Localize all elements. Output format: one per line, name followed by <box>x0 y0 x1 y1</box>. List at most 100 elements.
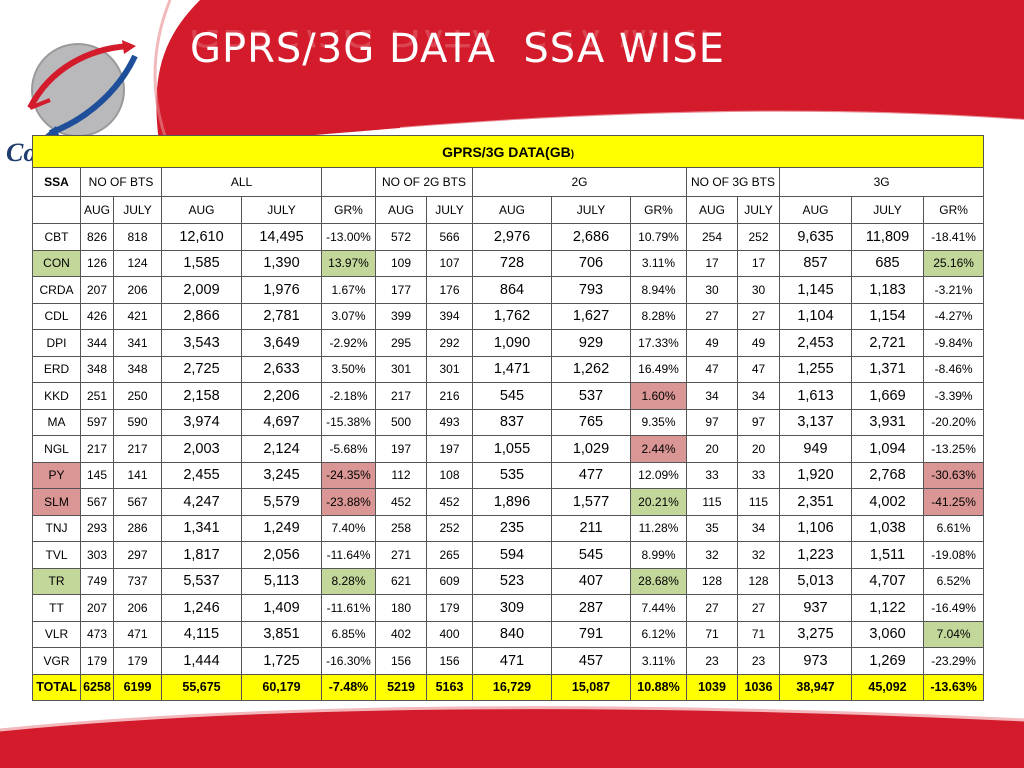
table-cell: 341 <box>113 329 162 357</box>
table-cell: 937 <box>779 594 852 622</box>
table-cell: 2,725 <box>161 355 242 383</box>
table-cell: 1.67% <box>321 276 376 304</box>
table-cell: 16.49% <box>630 355 687 383</box>
table-cell: 197 <box>375 435 427 463</box>
table-cell: 107 <box>426 249 473 277</box>
subheader-cell: AUG <box>472 196 552 224</box>
table-cell: 309 <box>472 594 552 622</box>
table-cell: 254 <box>686 223 738 251</box>
table-cell: -20.20% <box>922 408 985 436</box>
table-cell: 791 <box>551 620 631 648</box>
subheader-cell: JULY <box>113 196 162 224</box>
table-cell: 128 <box>686 567 738 595</box>
table-cell: 1036 <box>737 673 780 701</box>
header-blank <box>321 167 376 197</box>
table-cell: 1,246 <box>161 594 242 622</box>
table-cell: 45,092 <box>851 673 924 701</box>
table-cell: 5,013 <box>779 567 852 595</box>
table-cell: -18.41% <box>922 223 985 251</box>
table-cell: 4,697 <box>241 408 322 436</box>
table-cell: 1,122 <box>851 594 924 622</box>
table-row: CRDA 207 206 2,009 1,976 1.67% 177 176 864 793 8.9… <box>32 276 985 304</box>
subheader-blank <box>32 196 81 224</box>
table-cell: 38,947 <box>779 673 852 701</box>
table-cell: -13.00% <box>321 223 376 251</box>
table-cell: 621 <box>375 567 427 595</box>
table-cell: 500 <box>375 408 427 436</box>
table-cell: 3.11% <box>630 249 687 277</box>
table-row: CBT 826 818 12,610 14,495 -13.00% 572 566 2,976 2… <box>32 223 985 251</box>
table-cell: 2,686 <box>551 223 631 251</box>
table-cell: 265 <box>426 541 473 569</box>
table-cell: 293 <box>80 514 114 542</box>
table-cell: 47 <box>737 355 780 383</box>
table-cell: 426 <box>80 302 114 330</box>
table-cell: 10.88% <box>630 673 687 701</box>
table-cell: 8.28% <box>321 567 376 595</box>
table-cell: 30 <box>737 276 780 304</box>
ssa-name: TVL <box>32 541 81 569</box>
table-cell: 590 <box>113 408 162 436</box>
table-cell: 1,976 <box>241 276 322 304</box>
total-label: TOTAL <box>32 673 81 701</box>
header-all: ALL <box>161 167 322 197</box>
table-cell: 14,495 <box>241 223 322 251</box>
table-cell: 6.85% <box>321 620 376 648</box>
table-cell: 179 <box>426 594 473 622</box>
table-row: TR 749 737 5,537 5,113 8.28% 621 609 523 407 28.68… <box>32 567 985 595</box>
table-cell: 840 <box>472 620 552 648</box>
table-cell: 17 <box>686 249 738 277</box>
table-cell: 32 <box>686 541 738 569</box>
table-cell: 3,275 <box>779 620 852 648</box>
table-cell: 3,851 <box>241 620 322 648</box>
table-cell: 3.07% <box>321 302 376 330</box>
table-cell: 179 <box>80 647 114 675</box>
subheader-cell: AUG <box>375 196 427 224</box>
table-cell: -13.63% <box>922 673 985 701</box>
table-cell: 2,976 <box>472 223 552 251</box>
table-cell: 1,029 <box>551 435 631 463</box>
table-cell: 452 <box>375 488 427 516</box>
table-cell: 344 <box>80 329 114 357</box>
table-row: ERD 348 348 2,725 2,633 3.50% 301 301 1,471 1,262… <box>32 355 985 383</box>
ssa-name: SLM <box>32 488 81 516</box>
table-cell: -3.21% <box>922 276 985 304</box>
header-no-of-3g-bts: NO OF 3G BTS <box>686 167 780 197</box>
subheader-cell: AUG <box>80 196 114 224</box>
table-cell: 609 <box>426 567 473 595</box>
ssa-name: TNJ <box>32 514 81 542</box>
subheader-cell: AUG <box>161 196 242 224</box>
table-cell: -9.84% <box>922 329 985 357</box>
table-caption: GPRS/3G DATA(GB) <box>31 135 985 168</box>
subheader-cell: AUG <box>779 196 852 224</box>
table-cell: 597 <box>80 408 114 436</box>
table-cell: 1,409 <box>241 594 322 622</box>
ssa-name: TT <box>32 594 81 622</box>
table-cell: 685 <box>851 249 924 277</box>
subheader-cell: GR% <box>321 196 376 224</box>
table-cell: 7.04% <box>922 620 985 648</box>
table-cell: 115 <box>737 488 780 516</box>
table-cell: 206 <box>113 276 162 304</box>
table-cell: 5,113 <box>241 567 322 595</box>
table-row: SLM 567 567 4,247 5,579 -23.88% 452 452 1,896 1,5… <box>32 488 985 516</box>
table-cell: 197 <box>426 435 473 463</box>
table-cell: 108 <box>426 461 473 489</box>
table-cell: 1,269 <box>851 647 924 675</box>
table-cell: 1,920 <box>779 461 852 489</box>
table-cell: 207 <box>80 276 114 304</box>
table-cell: 60,179 <box>241 673 322 701</box>
ssa-name: NGL <box>32 435 81 463</box>
table-cell: 27 <box>737 594 780 622</box>
table-cell: 33 <box>737 461 780 489</box>
table-cell: 27 <box>686 302 738 330</box>
table-cell: 348 <box>80 355 114 383</box>
ssa-name: PY <box>32 461 81 489</box>
table-cell: 55,675 <box>161 673 242 701</box>
table-cell: -19.08% <box>922 541 985 569</box>
ssa-name: VLR <box>32 620 81 648</box>
table-cell: -23.88% <box>321 488 376 516</box>
logo-text: Co <box>6 138 37 167</box>
table-cell: 207 <box>80 594 114 622</box>
table-cell: 216 <box>426 382 473 410</box>
